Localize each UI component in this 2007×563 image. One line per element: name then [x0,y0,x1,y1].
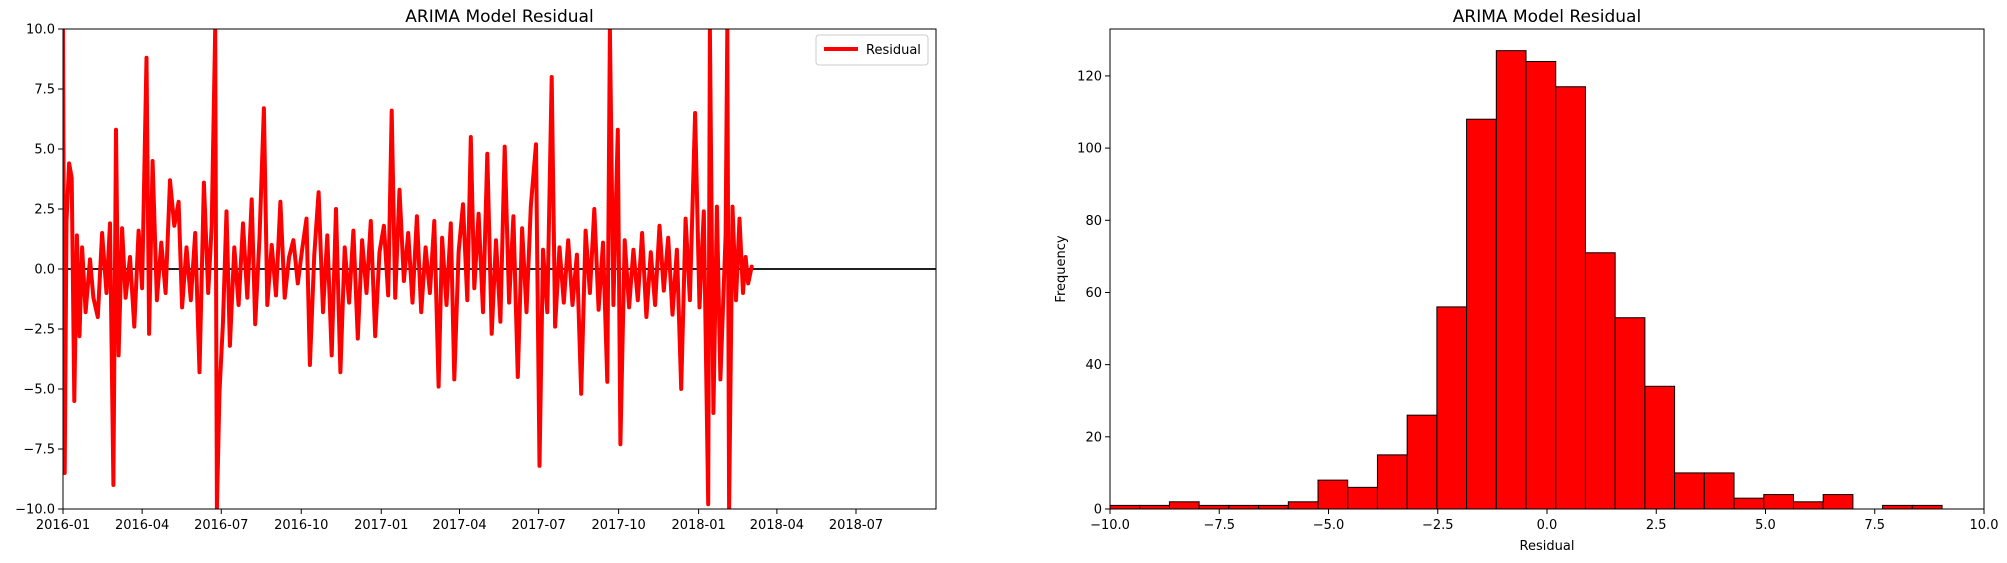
residual-histogram: ARIMA Model Residual 0 20 40 60 80 100 120 −10… [1054,7,1998,554]
histogram-title: ARIMA Model Residual [1453,7,1641,27]
histogram-bar [1674,472,1705,510]
histogram-bar [1763,494,1794,510]
histogram-bar [1911,504,1943,510]
y-tick-label: 0 [1094,503,1102,518]
x-tick-label: 10.0 [1970,518,1999,533]
line-chart-x-ticks: 2016-01 2016-04 2016-07 2016-10 2017-01 2017-… [36,509,883,533]
histogram-bar [1109,504,1141,510]
y-tick-label: −2.5 [23,323,55,338]
y-tick-label: 80 [1085,214,1102,229]
histogram-bar [1228,504,1260,510]
histogram-y-ticks: 0 20 40 60 80 100 120 [1077,69,1110,518]
line-chart-frame [62,28,937,510]
histogram-bar [1376,454,1408,510]
y-tick-label: 5.0 [34,143,55,158]
x-tick-label: 5.0 [1755,518,1776,533]
histogram-bar [1436,306,1468,510]
histogram-bar [1584,252,1616,510]
histogram-bar [1792,501,1824,510]
line-chart-y-ticks: −10.0 −7.5 −5.0 −2.5 0.0 2.5 5.0 7.5 10.0 [15,23,63,518]
x-tick-label: 2018-07 [829,518,883,533]
histogram-bars [1109,50,1943,510]
histogram-frame [1109,28,1985,510]
y-tick-label: 40 [1085,358,1102,373]
y-tick-label: 2.5 [34,203,55,218]
residual-line-chart: ARIMA Model Residual −10.0 −7.5 −5.0 −2.5 0.… [15,7,937,533]
x-tick-label: 2.5 [1646,518,1667,533]
legend-box [815,34,929,66]
x-tick-label: 2017-01 [354,518,408,533]
legend-label-residual: Residual [866,43,921,58]
y-tick-label: 20 [1085,430,1102,445]
legend: Residual [815,34,929,66]
y-tick-label: −7.5 [23,443,55,458]
x-tick-label: −5.0 [1313,518,1345,533]
x-tick-label: 2016-07 [194,518,248,533]
histogram-bar [1317,479,1349,510]
y-tick-label: 0.0 [34,263,55,278]
histogram-bar [1168,501,1200,510]
y-tick-label: 120 [1077,69,1102,84]
histogram-bar [1703,472,1735,510]
y-tick-label: 60 [1085,286,1102,301]
x-tick-label: 2016-01 [36,518,90,533]
residual-series-line [63,29,754,509]
histogram-bar [1614,317,1646,510]
x-tick-label: 2017-07 [511,518,565,533]
y-tick-label: 10.0 [26,23,55,38]
x-tick-label: 2018-04 [750,518,804,533]
histogram-bar [1466,118,1497,510]
histogram-bar [1822,494,1854,510]
histogram-bar [1287,501,1319,510]
x-tick-label: −2.5 [1422,518,1454,533]
histogram-bar [1198,504,1230,510]
histogram-bar [1139,504,1170,510]
histogram-x-ticks: −10.0 −7.5 −5.0 −2.5 0.0 2.5 5.0 7.5 10.0 [1090,509,1998,533]
histogram-bar [1347,486,1378,510]
y-tick-label: −5.0 [23,383,55,398]
x-tick-label: −7.5 [1203,518,1235,533]
histogram-x-axis-label: Residual [1520,539,1575,554]
histogram-bar [1525,60,1557,510]
x-tick-label: 0.0 [1537,518,1558,533]
x-tick-label: 2016-10 [274,518,328,533]
x-tick-label: 2017-10 [591,518,645,533]
y-tick-label: 100 [1077,142,1102,157]
histogram-bar [1495,50,1527,510]
histogram-bar [1406,414,1438,510]
x-tick-label: 2018-01 [671,518,725,533]
line-chart-title: ARIMA Model Residual [405,7,593,27]
x-tick-label: 2016-04 [115,518,169,533]
histogram-bar [1644,385,1676,510]
histogram-bar [1258,504,1289,510]
x-tick-label: 7.5 [1864,518,1885,533]
y-tick-label: 7.5 [34,83,55,98]
histogram-y-axis-label: Frequency [1054,235,1069,302]
y-tick-label: −10.0 [15,503,55,518]
histogram-bar [1882,504,1913,510]
histogram-bar [1733,497,1765,510]
x-tick-label: −10.0 [1090,518,1130,533]
histogram-bar [1555,86,1586,510]
x-tick-label: 2017-04 [432,518,486,533]
